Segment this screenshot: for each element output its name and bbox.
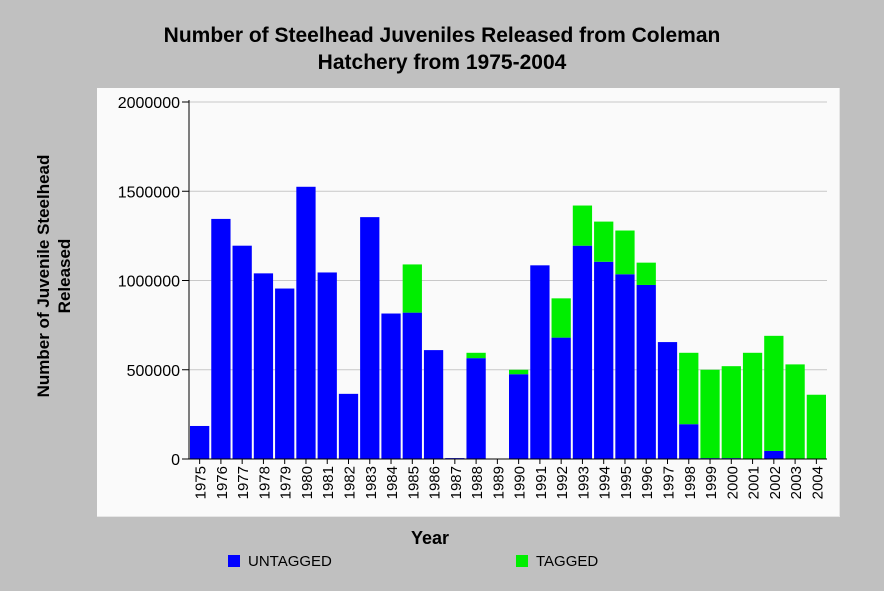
bar-tagged-1993: [572, 205, 593, 246]
bar-tagged-2001: [742, 352, 763, 459]
bar-untagged-1981: [317, 272, 337, 459]
bar-tagged-1996: [636, 262, 656, 285]
bar-untagged-1984: [381, 313, 401, 459]
bar-tagged-1999: [700, 369, 720, 459]
x-tick-label: 2004: [809, 466, 826, 499]
bar-untagged-1992: [551, 337, 571, 459]
y-axis-label: Number of Juvenile Steelhead Released: [33, 155, 75, 398]
bar-untagged-1978: [253, 273, 274, 459]
legend-item-tagged: TAGGED: [516, 552, 598, 570]
bar-tagged-1994: [594, 221, 614, 262]
x-tick-label: 1993: [575, 466, 592, 499]
x-axis-label: Year: [410, 528, 450, 548]
bar-untagged-1986: [423, 350, 444, 459]
x-tick-label: 1985: [405, 466, 422, 499]
bar-untagged-1991: [530, 265, 550, 459]
bar-untagged-1994: [594, 261, 614, 459]
x-tick-label: 1979: [278, 466, 295, 499]
bar-untagged-1995: [615, 274, 635, 459]
x-tick-label: 1996: [639, 466, 656, 499]
legend-swatch-untagged: [228, 555, 240, 567]
x-tick-label: 1975: [193, 466, 210, 499]
bar-tagged-1988: [466, 352, 486, 359]
bar-untagged-2002: [764, 450, 784, 459]
y-tick-label: 2000000: [118, 95, 180, 112]
bar-untagged-1975: [190, 425, 210, 459]
y-tick-label: 1500000: [118, 184, 180, 201]
x-tick-label: 2000: [724, 466, 741, 499]
x-tick-label: 1984: [384, 466, 401, 499]
bar-untagged-1993: [572, 245, 593, 459]
bar-tagged-1990: [509, 369, 529, 375]
x-tick-label: 1999: [703, 466, 720, 499]
bar-untagged-1998: [679, 424, 699, 459]
x-tick-label: 2001: [746, 466, 763, 499]
legend-label-tagged: TAGGED: [536, 552, 599, 570]
x-tick-label: 2003: [788, 466, 805, 499]
x-tick-label: 1991: [533, 466, 550, 499]
bar-tagged-1985: [402, 264, 422, 313]
bar-tagged-2003: [785, 364, 805, 459]
chart-title-line-2: Hatchery from 1975-2004: [317, 51, 567, 74]
x-tick-label: 1982: [342, 466, 359, 499]
bar-untagged-1990: [509, 374, 529, 459]
x-tick-label: 1980: [299, 466, 316, 499]
x-tick-label: 1986: [427, 466, 444, 499]
bar-tagged-1998: [679, 352, 699, 425]
y-axis-label-line-2: Released: [55, 238, 74, 314]
x-tick-label: 1994: [597, 466, 614, 499]
x-tick-label: 1976: [214, 466, 231, 499]
x-tick-label: 1990: [512, 466, 529, 499]
bar-untagged-1982: [338, 393, 359, 459]
y-tick-label: 500000: [127, 363, 180, 380]
x-tick-label: 1998: [682, 466, 699, 499]
x-tick-label: 2002: [767, 466, 784, 499]
bar-untagged-1996: [636, 284, 656, 459]
x-tick-label: 1977: [235, 466, 252, 499]
y-axis-label-line-1: Number of Juvenile Steelhead: [34, 154, 53, 398]
x-tick-label: 1987: [448, 466, 465, 499]
bar-untagged-1985: [402, 312, 422, 459]
y-tick-label: 1000000: [118, 274, 180, 291]
x-tick-label: 1995: [618, 466, 635, 499]
bar-tagged-2000: [721, 366, 741, 459]
legend-swatch-tagged: [516, 555, 528, 567]
bar-tagged-1995: [615, 230, 635, 275]
bar-untagged-1980: [296, 186, 316, 459]
bar-untagged-1997: [657, 342, 678, 459]
bar-untagged-1976: [211, 218, 231, 459]
x-tick-label: 1992: [554, 466, 571, 499]
chart-title-line-1: Number of Steelhead Juveniles Released f…: [163, 24, 721, 47]
x-tick-label: 1997: [661, 466, 678, 499]
legend-label-untagged: UNTAGGED: [248, 552, 332, 570]
x-tick-label: 1988: [469, 466, 486, 499]
bar-tagged-1992: [551, 298, 571, 338]
y-tick-label: 0: [171, 452, 180, 469]
bar-tagged-2002: [764, 335, 784, 451]
x-tick-label: 1989: [490, 466, 507, 499]
x-tick-label: 1978: [256, 466, 273, 499]
bar-untagged-1977: [232, 245, 252, 459]
x-tick-label: 1981: [320, 466, 337, 499]
bar-untagged-1988: [466, 358, 486, 459]
legend-item-untagged: UNTAGGED: [228, 552, 332, 570]
x-tick-label: 1983: [363, 466, 380, 499]
bar-untagged-1983: [360, 217, 380, 459]
chart-title: Number of Steelhead Juveniles Released f…: [0, 22, 884, 76]
bar-untagged-1979: [275, 288, 295, 459]
bar-tagged-2004: [806, 394, 826, 459]
